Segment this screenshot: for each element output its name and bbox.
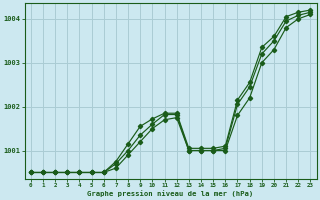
X-axis label: Graphe pression niveau de la mer (hPa): Graphe pression niveau de la mer (hPa) <box>87 190 254 197</box>
